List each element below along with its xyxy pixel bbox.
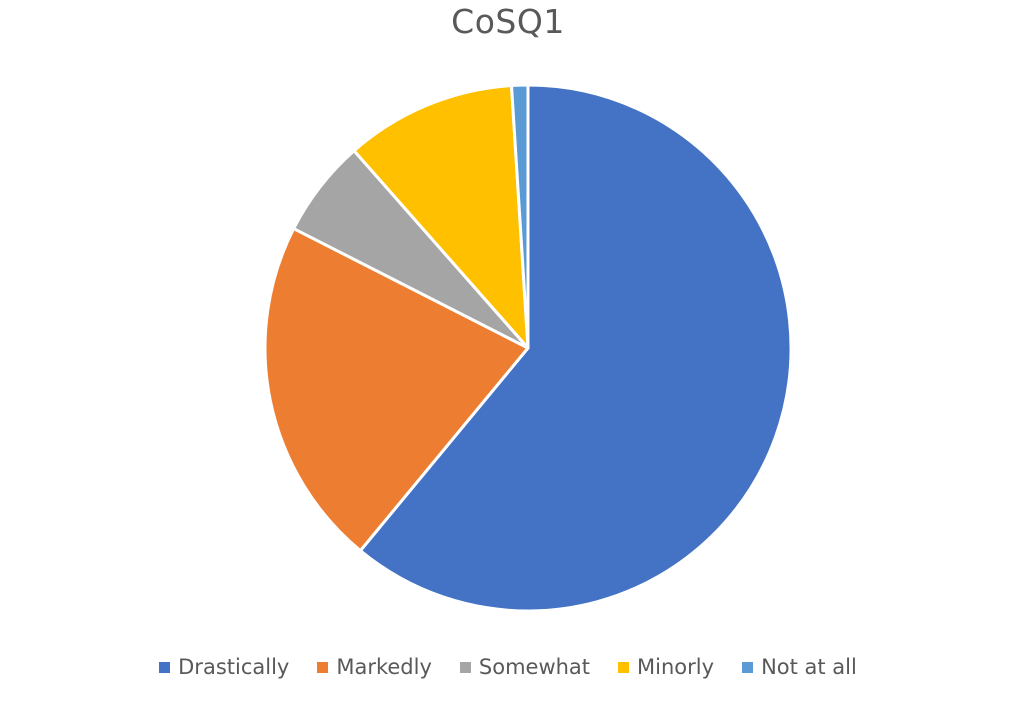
legend-item-not-at-all: Not at all: [742, 655, 857, 679]
legend-swatch: [159, 661, 171, 673]
pie-slice-minorly: [352, 84, 530, 350]
legend-item-minorly: Minorly: [618, 655, 714, 679]
legend-label: Minorly: [637, 655, 715, 679]
legend-label: Drastically: [178, 655, 290, 679]
legend-label: Markedly: [336, 655, 432, 679]
legend-item-markedly: Markedly: [317, 655, 432, 679]
chart-title: CoSQ1: [451, 2, 565, 41]
pie-slice-not-at-all: [509, 83, 530, 350]
legend-label: Not at all: [761, 655, 857, 679]
legend-swatch: [317, 661, 329, 673]
legend-swatch: [618, 661, 630, 673]
legend-swatch: [459, 661, 471, 673]
pie-slice-markedly: [263, 227, 530, 553]
pie-slice-drastically: [358, 83, 793, 613]
legend-swatch: [742, 661, 754, 673]
legend-label: Somewhat: [478, 655, 591, 679]
legend: Drastically Markedly Somewhat Minorly Not at…: [0, 655, 1016, 679]
legend-item-drastically: Drastically: [159, 655, 289, 679]
legend-item-somewhat: Somewhat: [459, 655, 591, 679]
